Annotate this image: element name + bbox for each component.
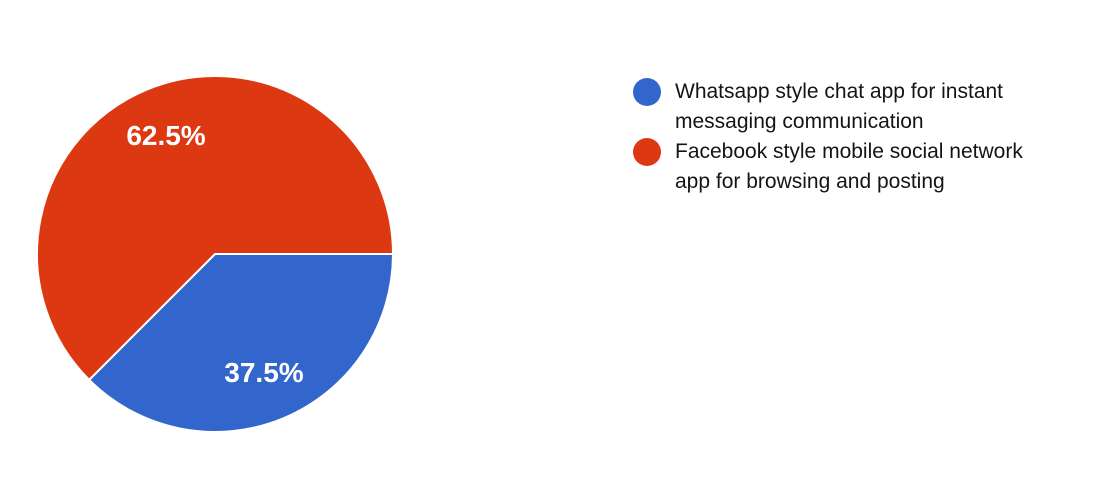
legend-swatch-circle-icon (633, 78, 661, 106)
pie-slice-0[interactable] (88, 253, 394, 433)
legend-item-facebook: Facebook style mobile social network app… (633, 137, 1063, 197)
pie-chart: 37.5% 62.5% (36, 75, 394, 433)
legend-swatch-circle-icon (633, 138, 661, 166)
legend-label: Whatsapp style chat app for instant mess… (675, 80, 1004, 133)
chart-legend: Whatsapp style chat app for instant mess… (633, 77, 1063, 197)
pie-slice-1[interactable] (36, 75, 394, 381)
pie-slice-label-0: 37.5% (224, 357, 303, 388)
legend-item-whatsapp: Whatsapp style chat app for instant mess… (633, 77, 1063, 137)
legend-label: Facebook style mobile social network app… (675, 140, 1023, 193)
pie-slice-label-1: 62.5% (126, 120, 205, 151)
